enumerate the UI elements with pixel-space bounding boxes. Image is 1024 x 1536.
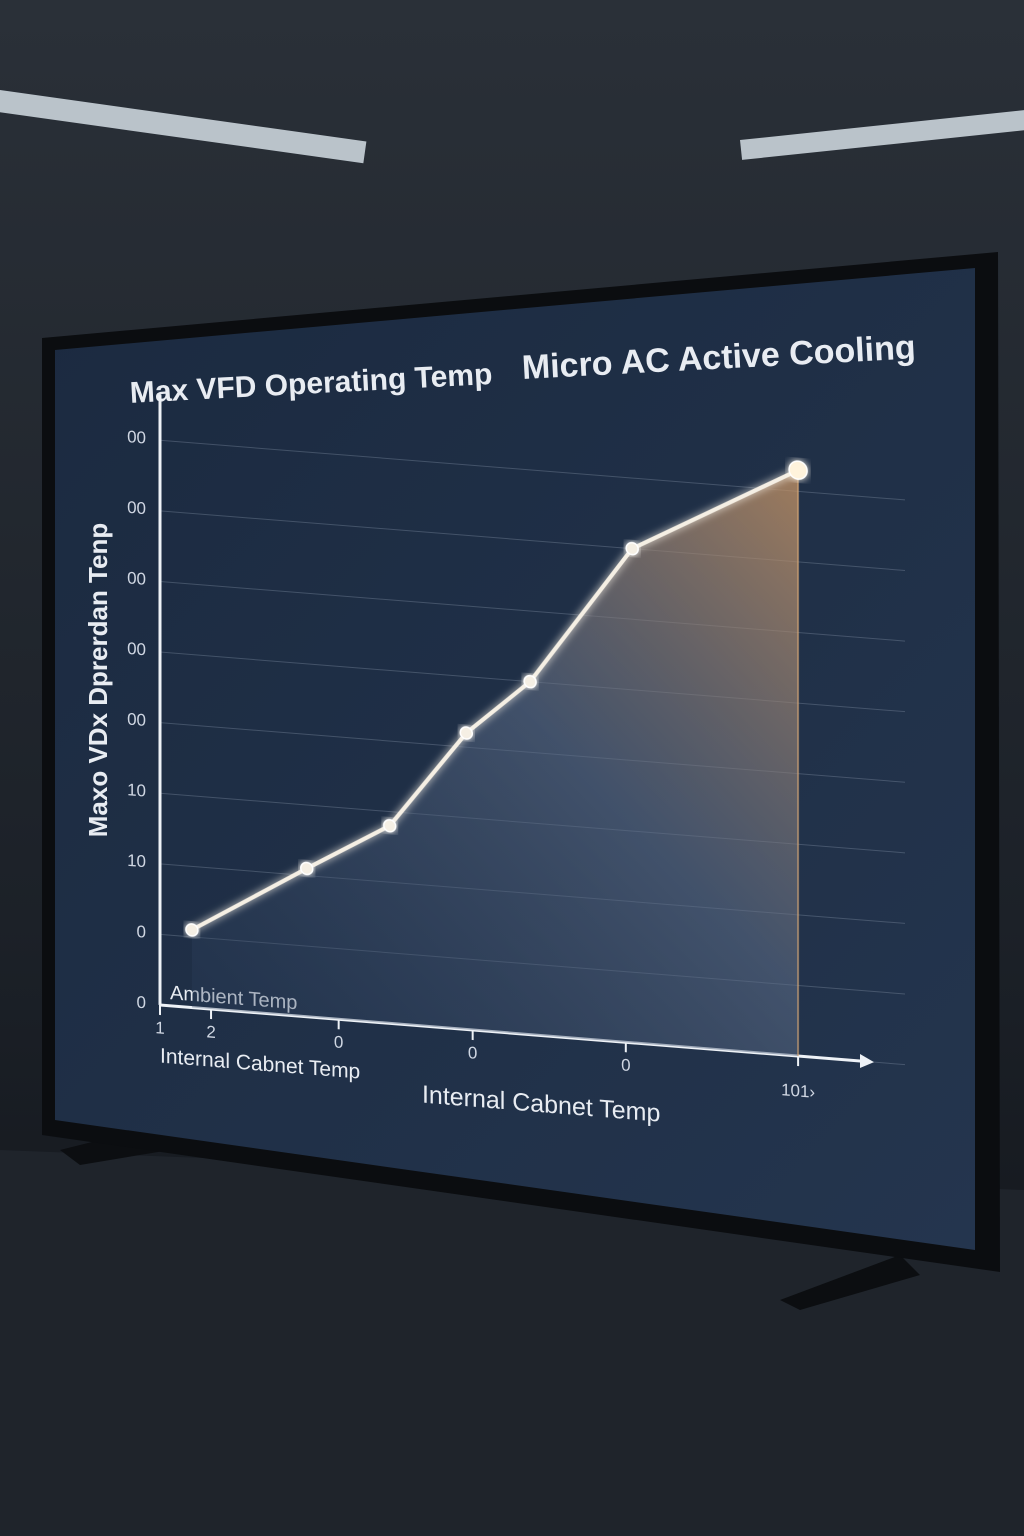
x-tick-label: 0 [621,1055,630,1075]
point [459,726,474,740]
x-tick-label: 0 [468,1043,477,1063]
point [788,460,808,480]
x-tick-label: 0 [334,1032,343,1052]
x-tick-label: 101› [781,1080,815,1102]
point [300,861,314,876]
y-tick-label: 00 [127,710,146,730]
x-axis-arrow [860,1054,874,1069]
y-tick-label: 10 [127,851,146,871]
ceiling-light [0,90,367,164]
y-tick-label: 00 [127,498,146,518]
y-tick-label: 00 [127,639,146,659]
y-axis-label: Maxo VDx Dprerdan Tenp [83,523,113,837]
y-tick-label: 00 [127,568,146,588]
point [382,818,397,833]
y-tick-label: 00 [127,427,146,447]
x-tick-label: 2 [206,1022,215,1042]
point [625,541,639,556]
y-tick-label: 0 [137,922,146,942]
point [523,674,537,689]
y-tick-label: 10 [127,780,146,800]
area [191,470,799,1057]
x-tick-label: 1 [155,1018,164,1038]
ceiling-light [740,109,1024,160]
point [185,923,199,937]
y-tick-label: 0 [137,993,146,1013]
monitor-stand [780,1255,920,1310]
desk [0,1150,1024,1536]
